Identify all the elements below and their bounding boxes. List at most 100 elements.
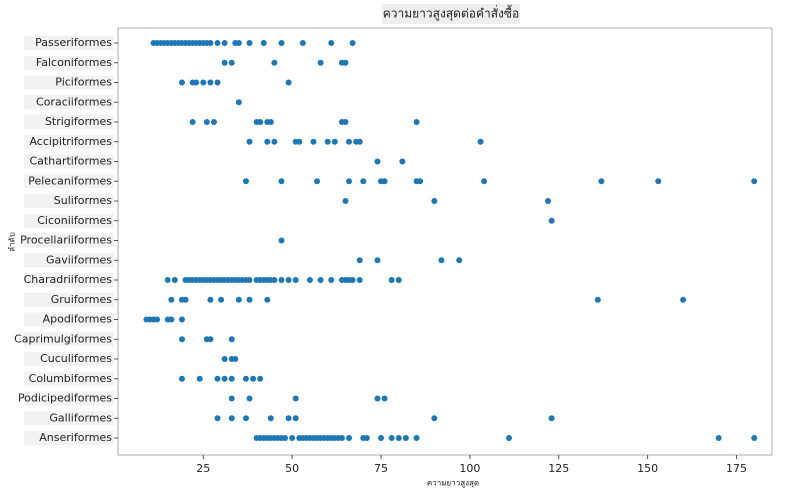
point: [260, 40, 267, 46]
point: [203, 119, 210, 125]
point: [246, 277, 253, 283]
y-tick-label: Cuculiformes: [40, 352, 112, 365]
x-tick-label: 75: [374, 462, 388, 475]
point: [342, 119, 349, 125]
point: [292, 415, 299, 422]
point: [399, 158, 406, 165]
point: [264, 138, 271, 145]
point: [413, 119, 420, 125]
point: [306, 277, 313, 283]
point: [356, 277, 363, 283]
point: [221, 59, 228, 66]
chart-title: ความยาวสูงสุดต่อคำสั่งซื้อ: [383, 5, 520, 22]
y-label-bg: [24, 233, 114, 248]
y-label-bg: [24, 75, 114, 90]
point: [680, 296, 687, 303]
point: [292, 395, 299, 402]
point: [246, 296, 253, 303]
point: [285, 277, 292, 283]
point: [395, 435, 402, 441]
point: [431, 198, 438, 204]
y-label-bg: [24, 213, 114, 228]
point: [271, 138, 278, 145]
point: [374, 158, 381, 165]
point: [221, 356, 228, 362]
y-tick-label: Pelecaniformes: [28, 174, 112, 187]
point: [246, 395, 253, 402]
point: [218, 296, 225, 303]
point: [477, 138, 484, 145]
point: [278, 178, 285, 185]
point: [545, 198, 552, 204]
point: [178, 316, 185, 323]
point: [207, 79, 214, 86]
y-tick-label: Passeriformes: [35, 36, 112, 49]
y-tick-label: Gruiformes: [51, 293, 112, 306]
point: [438, 257, 445, 264]
y-tick-label: Suliformes: [54, 194, 112, 207]
point: [193, 79, 200, 86]
y-tick-label: Galliformes: [49, 411, 112, 424]
point: [346, 178, 353, 185]
point: [349, 40, 356, 46]
point: [655, 178, 662, 185]
point: [264, 296, 271, 303]
point: [210, 119, 217, 125]
point: [338, 435, 345, 441]
y-label-bg: [24, 273, 114, 287]
point: [246, 138, 253, 145]
point: [395, 277, 402, 283]
y-label-bg: [24, 134, 114, 149]
y-label-bg: [24, 371, 114, 386]
plot-frame: [117, 27, 773, 456]
y-label-bg: [24, 411, 114, 426]
y-tick-label: Falconiformes: [36, 56, 112, 69]
point: [296, 138, 303, 145]
point: [289, 435, 296, 441]
point: [200, 79, 207, 86]
point: [168, 316, 175, 323]
point: [267, 415, 274, 422]
point: [346, 435, 353, 441]
y-tick-label: Columbiformes: [29, 372, 113, 385]
point: [235, 40, 242, 46]
point: [388, 277, 395, 283]
point: [285, 79, 292, 86]
point: [164, 277, 171, 283]
point: [402, 435, 409, 441]
point: [207, 40, 214, 46]
point: [196, 375, 203, 382]
point: [292, 277, 299, 283]
y-label-bg: [24, 55, 114, 70]
point: [388, 435, 395, 441]
y-tick-label: Procellariiformes: [20, 234, 112, 247]
point: [548, 415, 555, 422]
point: [257, 119, 264, 125]
point: [178, 79, 185, 86]
x-tick-label: 50: [285, 462, 299, 475]
point: [214, 40, 221, 46]
point: [417, 178, 424, 185]
point: [257, 375, 264, 382]
point: [328, 40, 335, 46]
point: [310, 138, 317, 145]
point: [363, 435, 370, 441]
x-tick-label: 125: [548, 462, 569, 475]
point: [342, 59, 349, 66]
point: [505, 435, 512, 441]
y-tick-label: Ciconiiformes: [37, 214, 112, 227]
y-label-bg: [24, 431, 114, 445]
point: [178, 336, 185, 343]
point: [235, 99, 242, 106]
point: [331, 138, 338, 145]
point: [299, 40, 306, 46]
point: [228, 336, 235, 343]
y-label-bg: [24, 194, 114, 208]
point: [189, 119, 196, 125]
y-label-bg: [24, 36, 114, 50]
point: [214, 375, 221, 382]
x-tick-label: 175: [726, 462, 747, 475]
y-label-bg: [24, 332, 114, 347]
point: [246, 40, 253, 46]
